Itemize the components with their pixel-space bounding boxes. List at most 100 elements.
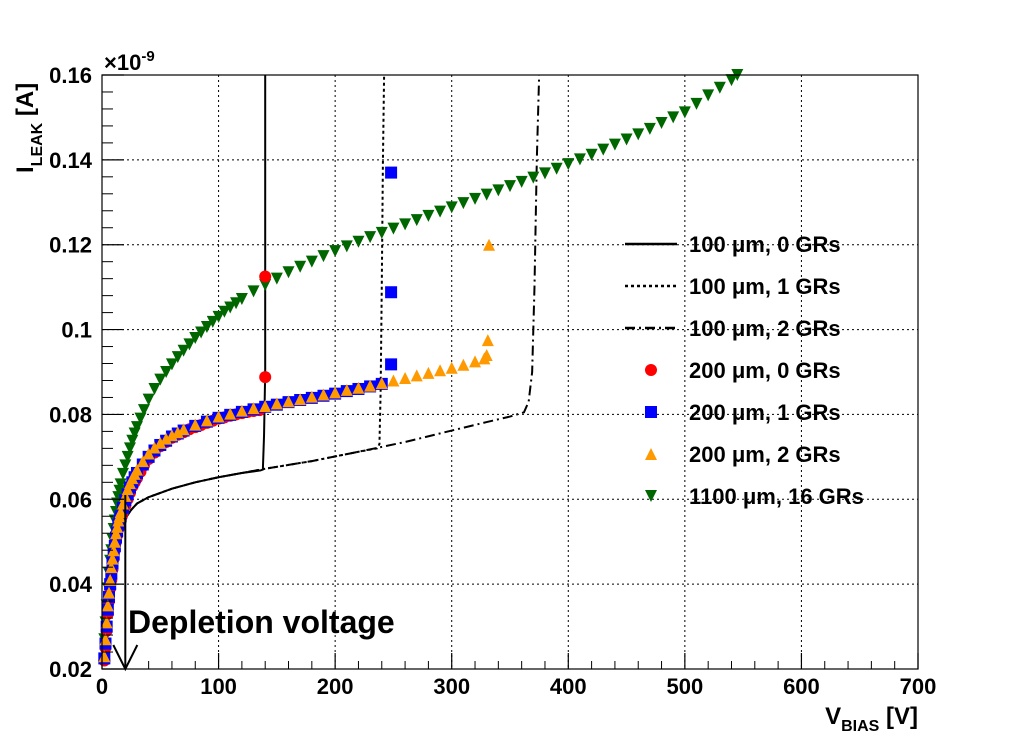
x-tick-label: 300 <box>433 674 470 699</box>
legend-label: 100 μm, 1 GRs <box>689 274 841 299</box>
data-point <box>195 326 208 339</box>
legend-entry: 100 μm, 2 GRs <box>625 316 841 341</box>
data-point <box>375 226 388 239</box>
data-point <box>212 310 225 323</box>
data-point <box>259 399 272 412</box>
data-point <box>259 371 272 384</box>
data-point <box>148 382 161 395</box>
y-tick-label: 0.14 <box>49 148 93 173</box>
data-point <box>385 286 398 299</box>
legend-entry: 100 μm, 1 GRs <box>625 274 841 299</box>
legend-marker-sample <box>645 364 657 376</box>
data-point <box>445 361 458 374</box>
data-point <box>385 358 398 371</box>
data-point <box>109 527 122 540</box>
data-point <box>655 116 668 129</box>
data-point <box>177 344 190 357</box>
data-point <box>305 255 318 268</box>
data-point <box>224 301 237 314</box>
legend-marker-sample <box>645 406 657 418</box>
data-point <box>107 544 120 557</box>
y-tick-label: 0.04 <box>49 572 93 597</box>
data-point <box>632 128 645 141</box>
data-point <box>305 390 318 403</box>
data-point <box>597 143 610 156</box>
data-point <box>200 414 213 427</box>
legend-entry: 200 μm, 0 GRs <box>645 358 841 383</box>
data-point <box>434 205 447 218</box>
data-point <box>667 111 680 124</box>
y-tick-label: 0.16 <box>49 63 92 88</box>
data-point <box>114 506 127 519</box>
legend-label: 200 μm, 1 GRs <box>689 400 841 425</box>
data-point <box>160 366 173 378</box>
data-point <box>317 388 330 401</box>
data-point <box>643 122 656 135</box>
data-point <box>134 412 147 425</box>
plot-frame <box>101 74 919 670</box>
data-point <box>294 393 307 406</box>
data-point <box>422 209 435 222</box>
data-point <box>206 315 219 328</box>
legend-entry: 1100 μm, 16 GRs <box>645 484 864 509</box>
data-point <box>387 222 400 235</box>
data-point <box>527 171 540 184</box>
data-point <box>504 180 516 193</box>
data-point <box>282 266 295 279</box>
data-point <box>116 467 129 480</box>
legend-label: 100 μm, 0 GRs <box>689 232 841 257</box>
data-point <box>434 364 447 377</box>
data-point <box>585 148 598 161</box>
data-point <box>483 238 496 251</box>
data-point <box>702 89 715 102</box>
data-point <box>259 279 272 292</box>
data-point <box>165 358 178 371</box>
data-point <box>550 162 563 175</box>
data-point <box>294 260 307 273</box>
data-point <box>154 436 167 449</box>
data-point <box>171 351 184 364</box>
data-point <box>364 231 377 244</box>
data-point <box>399 371 412 384</box>
legend-entry: 200 μm, 2 GRs <box>645 442 841 467</box>
x-tick-label: 500 <box>666 674 703 699</box>
data-point <box>364 379 377 392</box>
legend-label: 100 μm, 2 GRs <box>689 316 841 341</box>
y-tick-label: 0.08 <box>49 402 92 427</box>
data-point <box>154 373 167 386</box>
data-point <box>189 418 202 431</box>
data-point <box>111 520 124 533</box>
legend-entry: 200 μm, 1 GRs <box>645 400 841 425</box>
data-point <box>235 293 248 306</box>
legend-entry: 100 μm, 0 GRs <box>625 232 841 257</box>
data-point <box>352 381 365 394</box>
data-point <box>387 374 400 387</box>
depletion-arrow-head <box>112 644 139 672</box>
data-point <box>230 297 243 310</box>
data-point <box>108 535 121 548</box>
data-point <box>385 166 398 179</box>
x-tick-label: 600 <box>783 674 820 699</box>
data-point <box>119 459 132 472</box>
data-point <box>114 478 127 491</box>
data-point <box>259 270 272 283</box>
data-point <box>562 158 575 171</box>
x-tick-label: 400 <box>550 674 587 699</box>
y-tick-label: 0.02 <box>49 657 92 682</box>
legend-marker-sample <box>645 448 657 460</box>
data-point <box>104 573 117 586</box>
data-point <box>620 133 633 146</box>
data-point <box>142 393 155 406</box>
data-point <box>106 552 119 565</box>
data-point <box>218 305 231 318</box>
data-point <box>340 240 353 253</box>
data-point <box>100 616 113 629</box>
y-tick-label: 0.1 <box>61 318 92 343</box>
y-axis-label: ILEAK [A] <box>12 83 46 173</box>
data-point <box>352 235 365 248</box>
data-point <box>160 432 173 445</box>
depletion-voltage-annotation: Depletion voltage <box>112 495 395 672</box>
data-point <box>98 650 111 663</box>
data-point <box>113 484 126 497</box>
